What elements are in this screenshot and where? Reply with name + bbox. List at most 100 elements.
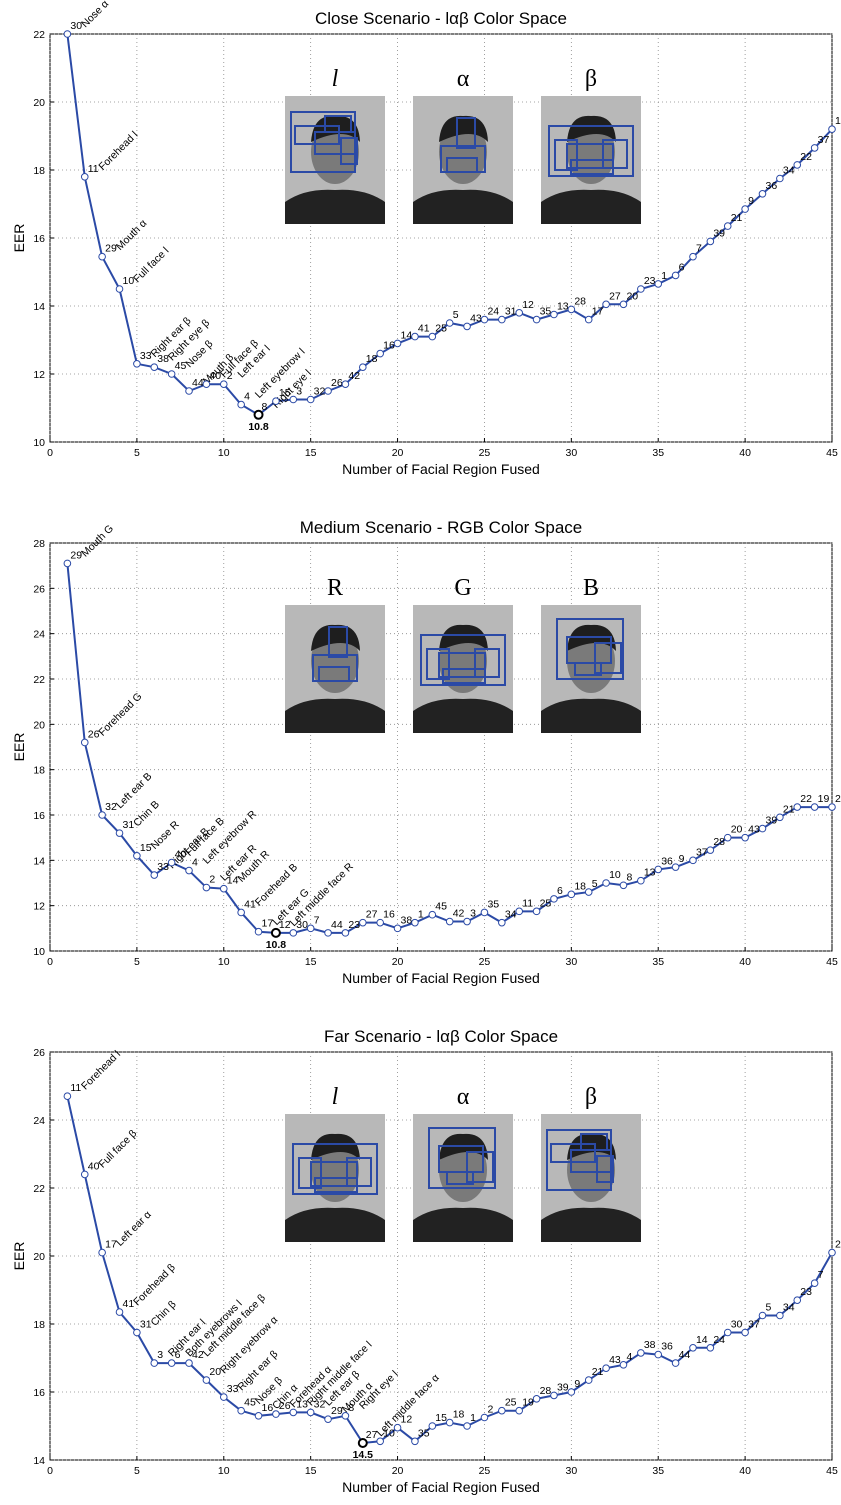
y-tick-label: 26 [33, 583, 45, 595]
shoulders [413, 1208, 513, 1242]
point-label: 18 [574, 880, 586, 892]
shoulders [541, 699, 641, 733]
point-label: 24 [835, 793, 841, 805]
face-panel [413, 96, 513, 224]
x-tick-label: 5 [134, 447, 140, 459]
point-label: 25 [505, 1397, 517, 1409]
point-label: 2 [487, 1404, 493, 1416]
x-tick-label: 20 [392, 956, 404, 968]
point-label: 14 [401, 329, 413, 341]
y-axis-label: EER [11, 1242, 27, 1271]
point-label: 27 [366, 909, 378, 921]
point-label: 24 [487, 306, 499, 318]
point-label: 22 [800, 151, 812, 163]
shoulders [413, 190, 513, 224]
x-tick-label: 30 [565, 1465, 577, 1477]
y-axis-label: EER [11, 224, 27, 253]
point-label: 7 [696, 243, 702, 255]
figure: 05101520253035404510121416182022Close Sc… [0, 0, 841, 1505]
x-axis-label: Number of Facial Region Fused [342, 461, 540, 477]
shoulders [413, 699, 513, 733]
x-tick-label: 5 [134, 1465, 140, 1477]
min-value-label: 10.8 [248, 421, 269, 433]
x-tick-label: 0 [47, 956, 53, 968]
point-label: 10 [383, 1427, 395, 1439]
point-label: 43 [609, 1354, 621, 1366]
y-tick-label: 24 [33, 1115, 45, 1127]
point-label: 6 [679, 261, 685, 273]
panel-label: l [332, 1084, 339, 1110]
x-tick-label: 45 [826, 447, 838, 459]
point-label: 17 [592, 306, 604, 318]
point-label: 38 [644, 1339, 656, 1351]
face-panel [541, 96, 641, 224]
y-tick-label: 18 [33, 765, 45, 777]
y-tick-label: 16 [33, 810, 45, 822]
point-label: 30 [731, 1319, 743, 1331]
point-label: 5 [592, 878, 598, 890]
panel-label: β [585, 1084, 597, 1110]
point-label: 16 [383, 909, 395, 921]
point-label: 12 [401, 1414, 413, 1426]
shoulders [541, 190, 641, 224]
y-tick-label: 28 [33, 538, 45, 550]
point-label: 21 [783, 803, 795, 815]
point-label: 27 [609, 290, 621, 302]
x-tick-label: 25 [479, 1465, 491, 1477]
x-tick-label: 0 [47, 1465, 53, 1477]
region-name: Nose α [79, 0, 111, 30]
point-label: 16 [383, 340, 395, 352]
y-tick-label: 22 [33, 1183, 45, 1195]
point-label: 22 [835, 1239, 841, 1251]
point-label: 1 [418, 909, 424, 921]
y-tick-label: 12 [33, 369, 45, 381]
point-label: 28 [540, 1385, 552, 1397]
point-label: 11 [522, 897, 533, 909]
point-label: 19 [835, 115, 841, 127]
point-label: 9 [574, 1378, 580, 1390]
point-label: 38 [401, 914, 413, 926]
face-panel [285, 96, 385, 224]
x-tick-label: 15 [305, 956, 317, 968]
point-label: 5 [453, 309, 459, 321]
y-tick-label: 26 [33, 1047, 45, 1059]
shoulders [285, 1208, 385, 1242]
point-label: 31 [505, 306, 517, 318]
point-label: 10 [609, 869, 621, 881]
face-panel [285, 605, 385, 733]
point-label: 9 [748, 195, 754, 207]
y-tick-label: 10 [33, 437, 45, 449]
point-label: 42 [453, 908, 465, 920]
point-label: 4 [244, 391, 250, 403]
y-tick-label: 18 [33, 165, 45, 177]
y-tick-label: 14 [33, 301, 45, 313]
point-label: 8 [626, 871, 632, 883]
point-label: 18 [453, 1409, 465, 1421]
y-tick-label: 22 [33, 674, 45, 686]
point-label: 35 [487, 898, 499, 910]
point-label: 23 [644, 275, 656, 287]
x-tick-label: 30 [565, 956, 577, 968]
point-label: 36 [765, 180, 777, 192]
point-label: 42 [348, 370, 360, 382]
point-label: 2 [209, 874, 215, 886]
y-axis-label: EER [11, 733, 27, 762]
face-panel [413, 1114, 513, 1242]
point-label: 39 [557, 1381, 569, 1393]
point-label: 23 [348, 919, 360, 931]
point-label: 19 [522, 1397, 534, 1409]
point-label: 36 [661, 1341, 673, 1353]
point-label: 6 [175, 1349, 181, 1361]
point-label: 8 [262, 401, 268, 413]
x-tick-label: 20 [392, 447, 404, 459]
point-label: 14 [696, 1334, 708, 1346]
point-label: 1 [661, 270, 667, 282]
point-label: 39 [765, 815, 777, 827]
point-label: 45 [435, 901, 447, 913]
x-tick-label: 40 [739, 447, 751, 459]
point-label: 23 [800, 1286, 812, 1298]
face-panel [541, 1114, 641, 1242]
point-label: 13 [644, 867, 656, 879]
panel-label: G [454, 575, 471, 601]
x-tick-label: 35 [652, 447, 664, 459]
